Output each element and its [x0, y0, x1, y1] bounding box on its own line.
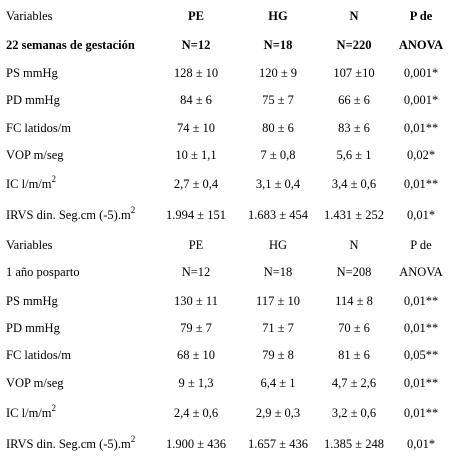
- cell: 6,4 ± 1: [261, 376, 296, 390]
- cell-text: IC l/m/m: [6, 406, 52, 420]
- cell: 0,01**: [404, 321, 438, 335]
- cell: 79 ± 7: [180, 321, 212, 335]
- cell: 80 ± 6: [262, 121, 294, 135]
- row-label: FC latidos/m: [6, 348, 71, 362]
- cell: 0,001*: [404, 93, 438, 107]
- cell: 0,02*: [407, 148, 435, 162]
- cell: 71 ± 7: [262, 321, 294, 335]
- cell: 2,4 ± 0,6: [174, 406, 218, 420]
- cell: PE: [188, 9, 204, 23]
- cell-text: IRVS din. Seg.cm (-5).m: [6, 208, 131, 222]
- row-label: Variables: [6, 9, 53, 23]
- row-label: VOP m/seg: [6, 148, 64, 162]
- cell: 1.683 ± 454: [248, 208, 309, 222]
- row-label: PD mmHg: [6, 93, 61, 107]
- cell: N=12: [182, 38, 211, 52]
- cell: 0,01**: [404, 121, 438, 135]
- cell: 128 ± 10: [174, 66, 218, 80]
- cell: 10 ± 1,1: [175, 148, 216, 162]
- cell: PE: [189, 238, 204, 252]
- cell: 1.994 ± 151: [166, 208, 226, 222]
- cell: 117 ± 10: [256, 294, 300, 308]
- cell: IC l/m/m2: [6, 403, 56, 420]
- cell: N=18: [264, 38, 293, 52]
- cell: 0,05**: [404, 348, 438, 362]
- cell: IRVS din. Seg.cm (-5).m2: [6, 205, 135, 222]
- row-label: FC latidos/m: [6, 121, 71, 135]
- cell: 5,6 ± 1: [337, 148, 372, 162]
- cell: P de: [410, 238, 432, 252]
- superscript: 2: [52, 174, 57, 184]
- cell: 3,4 ± 0,6: [332, 177, 376, 191]
- cell: 84 ± 6: [180, 93, 212, 107]
- cell: IC l/m/m2: [6, 174, 56, 191]
- cell: 130 ± 11: [174, 294, 218, 308]
- cell: 0,01**: [404, 294, 438, 308]
- cell: N: [349, 9, 358, 23]
- cell: IRVS din. Seg.cm (-5).m2: [6, 434, 135, 451]
- cell: 120 ± 9: [259, 66, 297, 80]
- cell: 4,7 ± 2,6: [332, 376, 376, 390]
- cell: 70 ± 6: [338, 321, 370, 335]
- superscript: 2: [52, 403, 57, 413]
- cell: 107 ±10: [333, 66, 374, 80]
- cell: 68 ± 10: [177, 348, 215, 362]
- row-label: 22 semanas de gestación: [6, 38, 135, 52]
- cell: 9 ± 1,3: [179, 376, 214, 390]
- cell: 1.900 ± 436: [166, 437, 226, 451]
- cell: 0,01**: [404, 406, 438, 420]
- cell: 0,01*: [407, 208, 435, 222]
- cell: 74 ± 10: [177, 121, 215, 135]
- cell: N=208: [337, 265, 372, 279]
- cell: 81 ± 6: [338, 348, 370, 362]
- cell: 3,1 ± 0,4: [256, 177, 301, 191]
- cell: 1.431 ± 252: [324, 208, 384, 222]
- superscript: 2: [131, 205, 136, 215]
- cell: 0,01**: [404, 376, 438, 390]
- cell: 75 ± 7: [262, 93, 294, 107]
- cell: HG: [269, 238, 287, 252]
- cell: 2,9 ± 0,3: [256, 406, 300, 420]
- row-label: VOP m/seg: [6, 376, 64, 390]
- cell: 1.657 ± 436: [248, 437, 308, 451]
- row-label: Variables: [6, 238, 53, 252]
- cell: 0,01**: [404, 177, 438, 191]
- row-label: 1 año posparto: [6, 265, 80, 279]
- cell: 0,001*: [404, 66, 438, 80]
- cell-text: IRVS din. Seg.cm (-5).m: [6, 437, 131, 451]
- cell: 66 ± 6: [338, 93, 370, 107]
- cell: 0,01*: [407, 437, 435, 451]
- cell: N=220: [337, 38, 372, 52]
- cell: ANOVA: [399, 265, 443, 279]
- cell: 7 ± 0,8: [261, 148, 296, 162]
- cell: 3,2 ± 0,6: [332, 406, 376, 420]
- cell: ANOVA: [399, 38, 443, 52]
- cell: N=12: [182, 265, 211, 279]
- cell: HG: [268, 9, 288, 23]
- superscript: 2: [131, 434, 136, 444]
- cell: 114 ± 8: [335, 294, 373, 308]
- cell: 2,7 ± 0,4: [174, 177, 219, 191]
- cell: 1.385 ± 248: [324, 437, 384, 451]
- cell: 79 ± 8: [262, 348, 294, 362]
- row-label: PS mmHg: [6, 294, 59, 308]
- row-label: PD mmHg: [6, 321, 61, 335]
- row-label: PS mmHg: [6, 66, 59, 80]
- cell: N=18: [264, 265, 293, 279]
- cell: N: [349, 238, 358, 252]
- cell: 83 ± 6: [338, 121, 370, 135]
- cell-text: IC l/m/m: [6, 177, 52, 191]
- cell: P de: [410, 9, 433, 23]
